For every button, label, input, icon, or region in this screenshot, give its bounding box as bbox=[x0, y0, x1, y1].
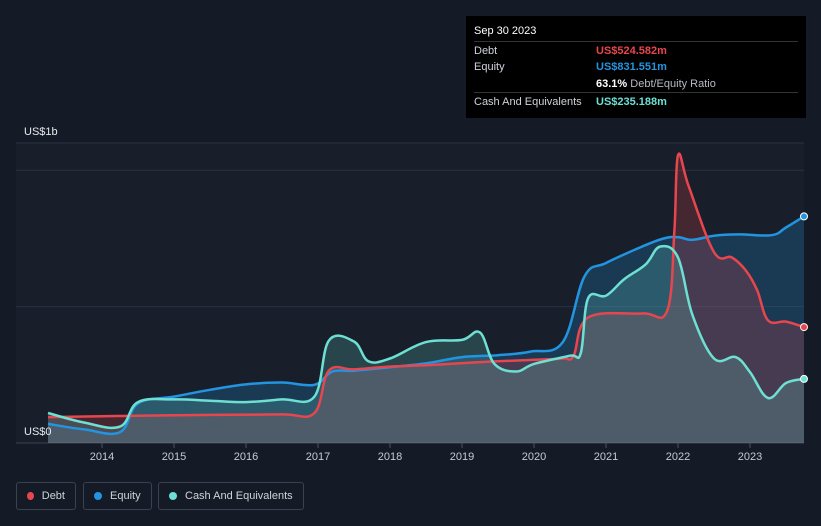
tooltip-debt-value: US$524.582m bbox=[596, 45, 667, 57]
x-tick-label-2020: 2020 bbox=[522, 451, 546, 463]
x-tick-label-2016: 2016 bbox=[234, 451, 258, 463]
x-tick-label-2023: 2023 bbox=[738, 451, 762, 463]
tooltip-cash-row: Cash And Equivalents US$235.188m bbox=[474, 92, 798, 110]
x-tick-label-2017: 2017 bbox=[306, 451, 330, 463]
cash-dot-icon bbox=[169, 492, 177, 500]
tooltip-cash-label: Cash And Equivalents bbox=[474, 96, 582, 108]
debt-endpoint bbox=[800, 323, 808, 332]
legend-debt-label: Debt bbox=[41, 490, 65, 502]
equity-dot-icon bbox=[94, 492, 102, 500]
legend-equity-label: Equity bbox=[110, 490, 141, 502]
tooltip-ratio-row: 63.1% Debt/Equity Ratio bbox=[474, 75, 798, 92]
legend-debt[interactable]: Debt bbox=[16, 482, 76, 510]
x-tick-label-2015: 2015 bbox=[162, 451, 186, 463]
chart-gridlines bbox=[16, 142, 804, 444]
tooltip-equity-row: Equity US$831.551m bbox=[474, 58, 798, 75]
legend-cash[interactable]: Cash And Equivalents bbox=[158, 482, 304, 510]
equity-endpoint bbox=[800, 212, 808, 221]
y-axis-bottom-label: US$0 bbox=[24, 426, 52, 438]
cash-endpoint bbox=[800, 374, 808, 383]
data-tooltip: Sep 30 2023 Debt US$524.582m Equity US$8… bbox=[466, 16, 806, 118]
series-endpoints bbox=[800, 212, 808, 383]
x-tick-label-2021: 2021 bbox=[594, 451, 618, 463]
x-tick-label-2022: 2022 bbox=[666, 451, 690, 463]
tooltip-equity-value: US$831.551m bbox=[596, 61, 667, 73]
cash-area bbox=[48, 246, 804, 443]
tooltip-cash-value: US$235.188m bbox=[596, 96, 667, 108]
tooltip-debt-label: Debt bbox=[474, 45, 498, 57]
plot-background bbox=[16, 143, 804, 443]
legend-cash-label: Cash And Equivalents bbox=[185, 490, 293, 502]
x-axis: 2014 2015 2016 2017 2018 2019 2020 2021 2022 2023 bbox=[90, 443, 762, 463]
chart-lines bbox=[47, 152, 805, 436]
equity-line bbox=[47, 215, 805, 436]
tooltip-ratio-value: 63.1% Debt/Equity Ratio bbox=[596, 78, 716, 90]
debt-dot-icon bbox=[27, 492, 34, 500]
debt-area bbox=[48, 153, 804, 443]
ratio-label: Debt/Equity Ratio bbox=[630, 78, 716, 90]
tooltip-equity-label: Equity bbox=[474, 61, 505, 73]
x-tick-label-2019: 2019 bbox=[450, 451, 474, 463]
x-tick-label-2018: 2018 bbox=[378, 451, 402, 463]
legend-equity[interactable]: Equity bbox=[83, 482, 152, 510]
ratio-number: 63.1% bbox=[596, 78, 628, 90]
tooltip-debt-row: Debt US$524.582m bbox=[474, 41, 798, 59]
tooltip-date: Sep 30 2023 bbox=[474, 25, 537, 37]
x-tick-label-2014: 2014 bbox=[90, 451, 114, 463]
cash-line bbox=[47, 244, 805, 430]
y-axis-top-label: US$1b bbox=[24, 126, 58, 138]
